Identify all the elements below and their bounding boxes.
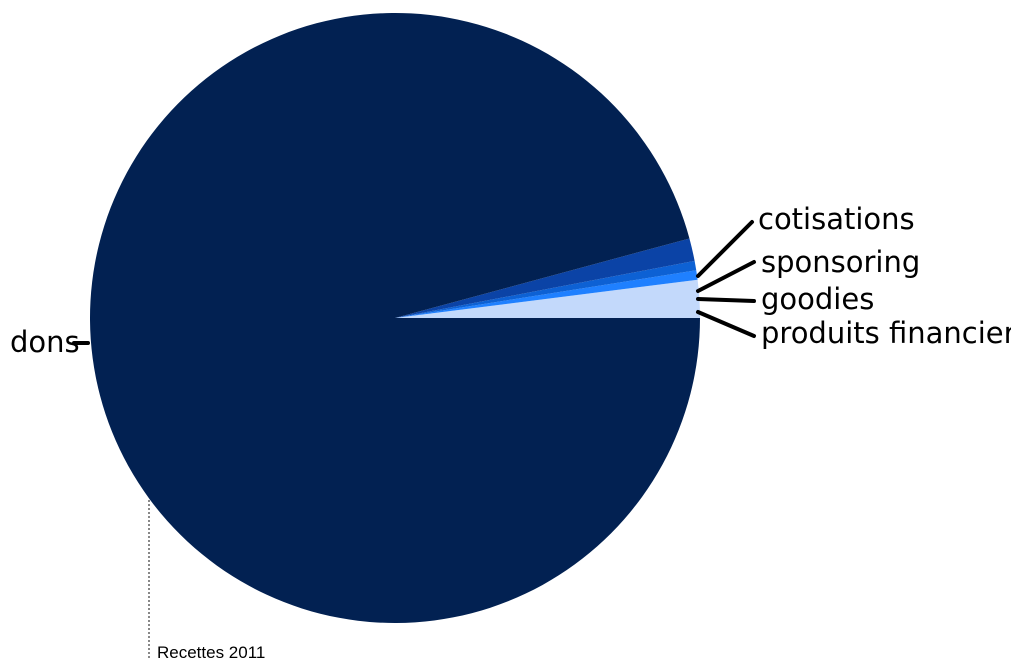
leader-line-goodies <box>696 297 756 303</box>
slice-label-goodies: goodies <box>761 282 874 316</box>
slice-label-produits-financiers: produits financiers <box>761 316 1011 350</box>
pie-slice-produits-financiers <box>395 279 700 318</box>
leader-lines-layer <box>72 220 756 345</box>
leader-line-sponsoring <box>696 260 756 293</box>
slice-label-sponsoring: sponsoring <box>761 245 920 279</box>
pie-slice-sponsoring <box>395 260 697 318</box>
annotation-layer: Recettes 2011 <box>148 500 265 661</box>
slice-label-cotisations: cotisations <box>758 202 915 236</box>
leader-line-produits-financiers <box>696 310 756 338</box>
slice-labels-layer: dons cotisations sponsoringgoodiesproduits… <box>10 202 1011 359</box>
pie-slice-goodies <box>395 270 698 318</box>
leader-line-cotisations <box>696 220 754 278</box>
slices-layer <box>90 13 701 624</box>
annotation-text: Recettes 2011 <box>157 643 265 661</box>
pie-slice-cotisations <box>395 238 695 318</box>
slice-label-dons: dons <box>10 325 80 359</box>
pie-slice-dons <box>90 13 701 624</box>
